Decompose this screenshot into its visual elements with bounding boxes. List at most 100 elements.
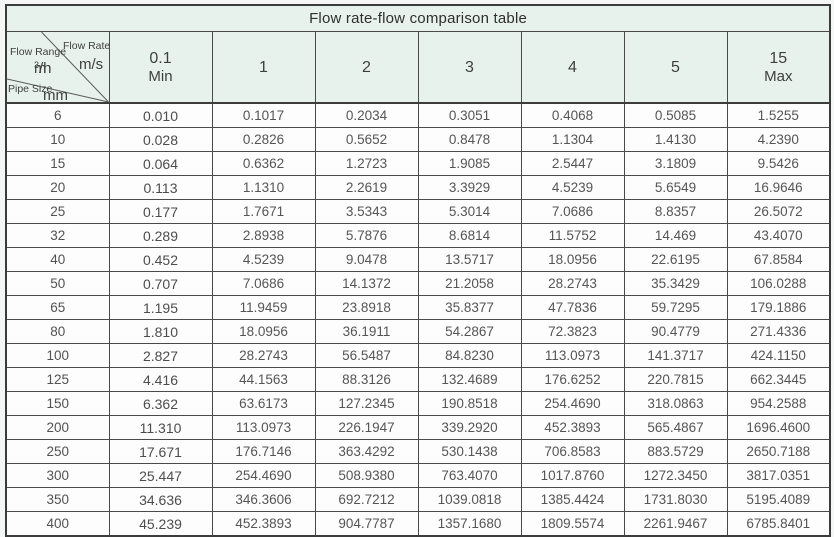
flow-value-cell: 176.7146 xyxy=(211,439,316,464)
flow-rate-label: Flow Rate xyxy=(63,40,109,52)
flow-value-cell: 6.362 xyxy=(108,391,213,416)
header-row: Flow Range m 3/h Flow Rate m/s Pipe Size … xyxy=(5,31,831,104)
flow-value-cell: 254.4690 xyxy=(520,391,625,416)
flow-table-page: Flow rate-flow comparison table Flow Ran… xyxy=(5,4,832,537)
pipe-size-label: Pipe Size xyxy=(8,83,53,95)
flow-value-cell: 88.3126 xyxy=(314,367,419,392)
flow-value-cell: 113.0973 xyxy=(211,415,316,440)
pipe-size-cell: 200 xyxy=(5,415,110,440)
pipe-size-cell: 250 xyxy=(5,439,110,464)
pipe-size-cell: 400 xyxy=(5,511,110,537)
pipe-size-cell: 10 xyxy=(5,127,110,152)
table-body: 6 0.010 0.1017 0.2034 0.3051 0.4068 0.5085 1.52… xyxy=(5,102,831,537)
flow-value-cell: 1.810 xyxy=(108,319,213,344)
table-row: 350 34.636 346.3606 692.7212 1039.0818 1385.4… xyxy=(5,487,831,512)
flow-value-cell: 176.6252 xyxy=(520,367,625,392)
flow-value-cell: 424.1150 xyxy=(726,343,831,368)
flow-value-cell: 16.9646 xyxy=(726,175,831,200)
table-row: 65 1.195 11.9459 23.8918 35.8377 47.7836 59.72… xyxy=(5,295,831,320)
flow-value-cell: 0.289 xyxy=(108,223,213,248)
flow-value-cell: 72.3823 xyxy=(520,319,625,344)
flow-value-cell: 1.4130 xyxy=(623,127,728,152)
flow-value-cell: 1.9085 xyxy=(417,151,522,176)
flow-value-cell: 3.3929 xyxy=(417,175,522,200)
table-row: 250 17.671 176.7146 363.4292 530.1438 706.858… xyxy=(5,439,831,464)
flow-value-cell: 22.6195 xyxy=(623,247,728,272)
flow-value-cell: 508.9380 xyxy=(314,463,419,488)
pipe-size-cell: 50 xyxy=(5,271,110,296)
flow-value-cell: 5.6549 xyxy=(623,175,728,200)
table-title: Flow rate-flow comparison table xyxy=(5,4,831,32)
flow-rate-column-header: 15 Max xyxy=(726,31,831,104)
flow-value-cell: 18.0956 xyxy=(211,319,316,344)
flow-value-cell: 56.5487 xyxy=(314,343,419,368)
flow-rate-column-header: 4 xyxy=(520,31,625,104)
flow-value-cell: 220.7815 xyxy=(623,367,728,392)
pipe-size-unit: mm xyxy=(43,87,68,103)
flow-value-cell: 4.5239 xyxy=(211,247,316,272)
flow-value-cell: 0.028 xyxy=(108,127,213,152)
flow-value-cell: 883.5729 xyxy=(623,439,728,464)
flow-value-cell: 706.8583 xyxy=(520,439,625,464)
flow-value-cell: 0.5085 xyxy=(623,102,728,128)
flow-value-cell: 0.064 xyxy=(108,151,213,176)
flow-value-cell: 0.452 xyxy=(108,247,213,272)
flow-value-cell: 565.4867 xyxy=(623,415,728,440)
flow-value-cell: 0.1017 xyxy=(211,102,316,128)
flow-value-cell: 7.0686 xyxy=(211,271,316,296)
flow-value-cell: 0.6362 xyxy=(211,151,316,176)
table-row: 40 0.452 4.5239 9.0478 13.5717 18.0956 22.6195… xyxy=(5,247,831,272)
flow-value-cell: 904.7787 xyxy=(314,511,419,537)
pipe-size-cell: 300 xyxy=(5,463,110,488)
flow-rate-column-header: 1 xyxy=(211,31,316,104)
flow-value-cell: 1.1304 xyxy=(520,127,625,152)
flow-value-cell: 254.4690 xyxy=(211,463,316,488)
table-row: 15 0.064 0.6362 1.2723 1.9085 2.5447 3.1809 9.5… xyxy=(5,151,831,176)
table-row: 300 25.447 254.4690 508.9380 763.4070 1017.87… xyxy=(5,463,831,488)
table-row: 125 4.416 44.1563 88.3126 132.4689 176.6252 22… xyxy=(5,367,831,392)
flow-value-cell: 11.9459 xyxy=(211,295,316,320)
flow-value-cell: 18.0956 xyxy=(520,247,625,272)
flow-value-cell: 2650.7188 xyxy=(726,439,831,464)
flow-value-cell: 127.2345 xyxy=(314,391,419,416)
flow-value-cell: 11.5752 xyxy=(520,223,625,248)
pipe-size-cell: 40 xyxy=(5,247,110,272)
flow-value-cell: 2.5447 xyxy=(520,151,625,176)
flow-value-cell: 1.195 xyxy=(108,295,213,320)
flow-value-cell: 54.2867 xyxy=(417,319,522,344)
flow-value-cell: 190.8518 xyxy=(417,391,522,416)
pipe-size-cell: 80 xyxy=(5,319,110,344)
flow-value-cell: 0.3051 xyxy=(417,102,522,128)
table-row: 32 0.289 2.8938 5.7876 8.6814 11.5752 14.469 43… xyxy=(5,223,831,248)
flow-comparison-table: Flow rate-flow comparison table Flow Ran… xyxy=(5,4,832,537)
flow-value-cell: 7.0686 xyxy=(520,199,625,224)
flow-value-cell: 44.1563 xyxy=(211,367,316,392)
flow-value-cell: 14.1372 xyxy=(314,271,419,296)
title-row: Flow rate-flow comparison table xyxy=(5,4,831,32)
flow-value-cell: 9.5426 xyxy=(726,151,831,176)
pipe-size-cell: 100 xyxy=(5,343,110,368)
flow-value-cell: 1696.4600 xyxy=(726,415,831,440)
flow-value-cell: 1.2723 xyxy=(314,151,419,176)
flow-value-cell: 35.8377 xyxy=(417,295,522,320)
flow-value-cell: 1017.8760 xyxy=(520,463,625,488)
flow-value-cell: 4.416 xyxy=(108,367,213,392)
table-row: 150 6.362 63.6173 127.2345 190.8518 254.4690 3… xyxy=(5,391,831,416)
flow-value-cell: 1.7671 xyxy=(211,199,316,224)
flow-value-cell: 4.2390 xyxy=(726,127,831,152)
flow-value-cell: 67.8584 xyxy=(726,247,831,272)
flow-value-cell: 28.2743 xyxy=(211,343,316,368)
diagonal-divider-lines xyxy=(7,32,108,102)
table-row: 80 1.810 18.0956 36.1911 54.2867 72.3823 90.47… xyxy=(5,319,831,344)
pipe-size-cell: 350 xyxy=(5,487,110,512)
flow-value-cell: 226.1947 xyxy=(314,415,419,440)
flow-value-cell: 0.5652 xyxy=(314,127,419,152)
flow-value-cell: 954.2588 xyxy=(726,391,831,416)
flow-value-cell: 1272.3450 xyxy=(623,463,728,488)
flow-value-cell: 26.5072 xyxy=(726,199,831,224)
pipe-size-cell: 125 xyxy=(5,367,110,392)
flow-value-cell: 5.3014 xyxy=(417,199,522,224)
flow-value-cell: 0.8478 xyxy=(417,127,522,152)
flow-value-cell: 28.2743 xyxy=(520,271,625,296)
flow-value-cell: 1809.5574 xyxy=(520,511,625,537)
